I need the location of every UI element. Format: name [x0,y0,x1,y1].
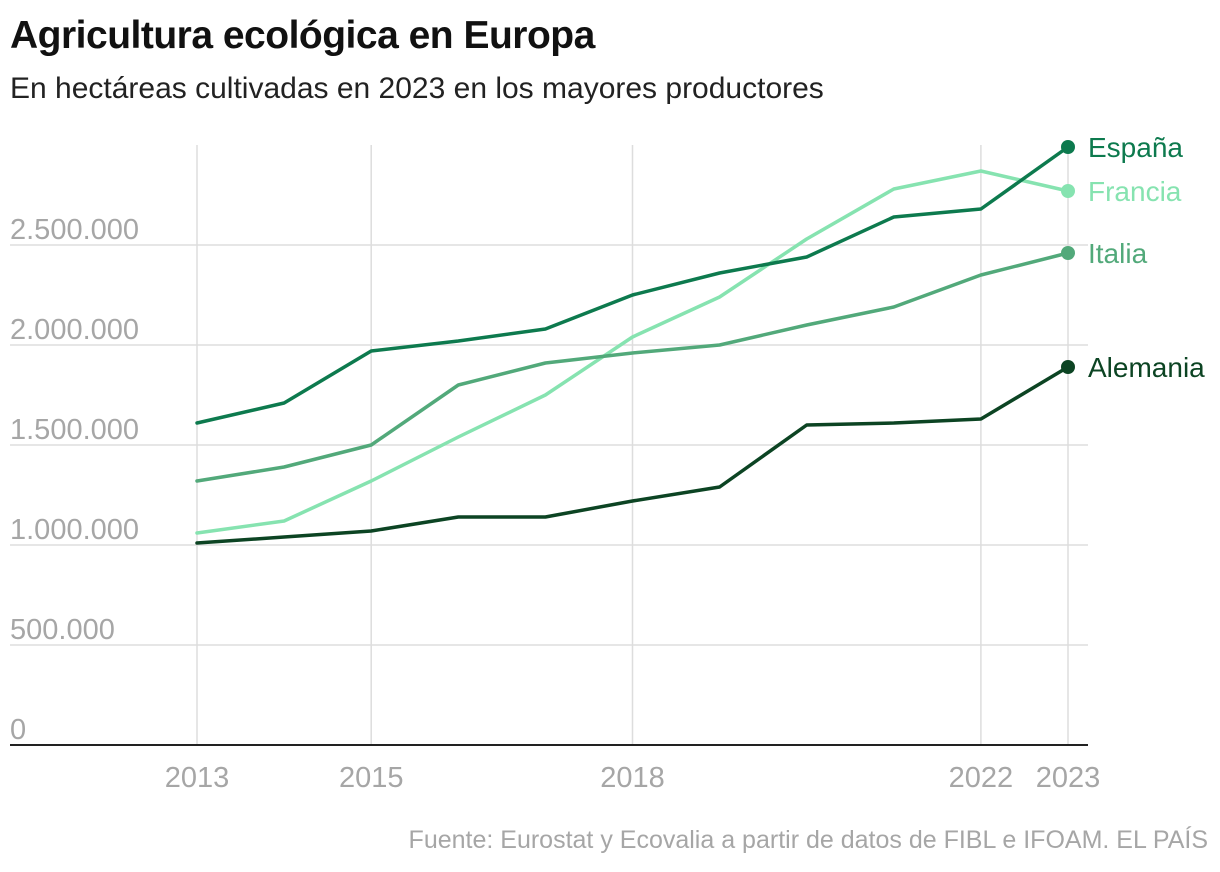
y-tick-label: 500.000 [10,614,115,646]
x-axis-ticks: 2013 2015 2018 2022 2023 [165,762,1101,794]
x-tick-label: 2023 [1036,762,1101,794]
y-tick-label: 2.000.000 [10,314,139,346]
y-tick-label: 1.000.000 [10,514,139,546]
x-tick-label: 2022 [949,762,1014,794]
series-lines [195,145,1070,545]
series-label-francia: Francia [1088,176,1182,207]
series-label-españa: España [1088,132,1183,163]
series-end-labels: Francia Italia España Alemania [1061,132,1205,383]
y-axis-ticks: 0 500.000 1.000.000 1.500.000 2.000.000 2.500… [10,214,139,746]
series-end-point-españa [1061,140,1075,154]
series-line-alemania [195,365,1070,545]
series-line-italia [195,251,1070,483]
chart-subtitle: En hectáreas cultivadas en 2023 en los m… [10,72,824,105]
x-tick-label: 2018 [600,762,665,794]
series-label-italia: Italia [1088,238,1148,269]
y-tick-label: 0 [10,714,26,746]
series-label-alemania: Alemania [1088,352,1205,383]
series-line-francia [195,169,1070,535]
chart-title: Agricultura ecológica en Europa [10,14,595,57]
series-end-point-italia [1061,246,1075,260]
series-end-point-alemania [1061,360,1075,374]
series-end-point-francia [1061,184,1075,198]
x-tick-label: 2013 [165,762,230,794]
y-tick-label: 1.500.000 [10,414,139,446]
source-note: Fuente: Eurostat y Ecovalia a partir de … [408,826,1208,854]
x-tick-label: 2015 [339,762,404,794]
horizontal-gridlines [10,244,1088,646]
series-line-españa [195,145,1070,425]
y-tick-label: 2.500.000 [10,214,139,246]
